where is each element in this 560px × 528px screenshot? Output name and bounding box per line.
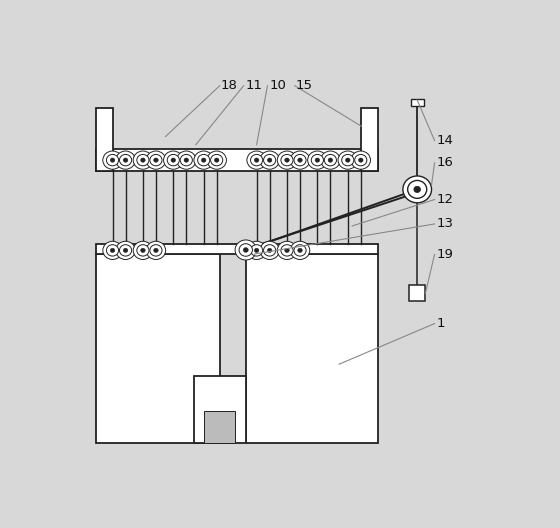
Circle shape xyxy=(281,154,293,166)
Circle shape xyxy=(321,151,340,169)
Circle shape xyxy=(153,158,158,162)
Bar xyxy=(96,108,113,171)
Circle shape xyxy=(403,176,432,203)
Circle shape xyxy=(214,158,219,162)
Circle shape xyxy=(146,151,166,169)
Circle shape xyxy=(254,158,259,162)
Circle shape xyxy=(354,154,367,166)
Circle shape xyxy=(116,151,136,169)
Text: 1: 1 xyxy=(437,317,445,330)
Circle shape xyxy=(137,244,149,256)
Circle shape xyxy=(307,151,327,169)
Circle shape xyxy=(342,154,354,166)
Circle shape xyxy=(254,248,259,252)
Text: 10: 10 xyxy=(270,79,287,92)
Circle shape xyxy=(110,248,115,252)
Circle shape xyxy=(267,158,272,162)
Circle shape xyxy=(358,158,363,162)
Circle shape xyxy=(106,154,119,166)
Circle shape xyxy=(346,158,350,162)
Circle shape xyxy=(235,240,256,260)
Bar xyxy=(96,244,378,254)
Text: 13: 13 xyxy=(437,218,454,230)
Bar xyxy=(96,149,378,171)
Circle shape xyxy=(247,241,267,259)
Bar xyxy=(204,411,235,444)
Circle shape xyxy=(106,244,119,256)
Circle shape xyxy=(171,158,176,162)
Circle shape xyxy=(184,158,189,162)
Circle shape xyxy=(150,244,162,256)
Text: 16: 16 xyxy=(437,156,454,169)
Circle shape xyxy=(119,154,132,166)
Circle shape xyxy=(328,158,333,162)
Circle shape xyxy=(137,154,149,166)
Text: 11: 11 xyxy=(246,79,263,92)
Circle shape xyxy=(414,186,421,193)
Circle shape xyxy=(294,244,306,256)
Circle shape xyxy=(194,151,213,169)
Circle shape xyxy=(338,151,357,169)
Circle shape xyxy=(133,241,153,259)
Circle shape xyxy=(284,158,290,162)
Text: 14: 14 xyxy=(437,134,454,147)
Circle shape xyxy=(146,241,166,259)
Circle shape xyxy=(264,154,276,166)
Circle shape xyxy=(290,151,310,169)
Circle shape xyxy=(198,154,210,166)
Circle shape xyxy=(243,248,248,252)
Circle shape xyxy=(260,241,279,259)
Circle shape xyxy=(298,248,302,252)
Circle shape xyxy=(284,248,290,252)
Circle shape xyxy=(324,154,337,166)
Circle shape xyxy=(260,151,279,169)
Circle shape xyxy=(277,151,297,169)
Circle shape xyxy=(123,248,128,252)
Circle shape xyxy=(294,154,306,166)
Circle shape xyxy=(247,151,267,169)
Circle shape xyxy=(277,241,297,259)
Circle shape xyxy=(211,154,223,166)
Circle shape xyxy=(180,154,193,166)
Circle shape xyxy=(202,158,206,162)
Bar xyxy=(194,376,246,444)
Circle shape xyxy=(133,151,153,169)
Circle shape xyxy=(290,241,310,259)
Circle shape xyxy=(110,158,115,162)
Circle shape xyxy=(153,248,158,252)
Circle shape xyxy=(298,158,302,162)
Circle shape xyxy=(281,244,293,256)
Circle shape xyxy=(103,241,122,259)
Circle shape xyxy=(103,151,122,169)
Circle shape xyxy=(264,244,276,256)
Circle shape xyxy=(239,244,253,256)
Bar xyxy=(246,254,378,444)
Circle shape xyxy=(176,151,196,169)
Circle shape xyxy=(250,154,263,166)
Text: 18: 18 xyxy=(221,79,238,92)
Circle shape xyxy=(123,158,128,162)
Text: 12: 12 xyxy=(437,193,454,206)
Circle shape xyxy=(167,154,179,166)
Bar xyxy=(96,254,220,444)
Circle shape xyxy=(119,244,132,256)
Text: 15: 15 xyxy=(296,79,312,92)
Circle shape xyxy=(141,248,145,252)
Circle shape xyxy=(141,158,145,162)
Circle shape xyxy=(311,154,324,166)
Circle shape xyxy=(164,151,183,169)
Circle shape xyxy=(250,244,263,256)
Circle shape xyxy=(315,158,320,162)
Circle shape xyxy=(351,151,371,169)
Circle shape xyxy=(150,154,162,166)
Circle shape xyxy=(408,181,427,199)
Bar xyxy=(409,285,426,301)
Bar xyxy=(410,99,424,106)
Bar xyxy=(361,108,378,171)
Circle shape xyxy=(116,241,136,259)
Circle shape xyxy=(207,151,226,169)
Text: 19: 19 xyxy=(437,248,454,261)
Circle shape xyxy=(267,248,272,252)
